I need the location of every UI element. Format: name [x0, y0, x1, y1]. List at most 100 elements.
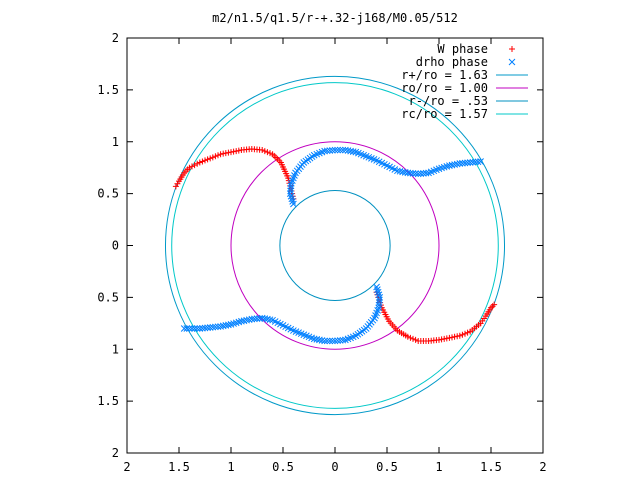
x-tick-label: 0.5 — [376, 460, 398, 474]
y-tick-label: 1.5 — [97, 394, 119, 408]
data-point — [264, 315, 271, 323]
data-point — [396, 167, 404, 175]
data-point — [344, 147, 352, 154]
data-point — [331, 337, 339, 345]
x-tick-label: 0.5 — [272, 460, 294, 474]
data-point — [399, 168, 406, 176]
data-point — [191, 162, 198, 169]
data-point — [349, 148, 357, 155]
data-point — [222, 322, 230, 329]
data-point — [336, 146, 344, 154]
data-point — [342, 146, 349, 154]
data-point — [204, 156, 211, 163]
data-point — [318, 337, 326, 344]
data-point — [449, 334, 455, 341]
legend-entry: drho phase — [416, 55, 516, 69]
series-drho-phase — [180, 146, 484, 345]
data-point — [474, 158, 482, 166]
data-point — [261, 148, 268, 155]
data-point — [217, 151, 224, 158]
data-point — [347, 147, 354, 155]
legend-label: drho phase — [416, 55, 488, 69]
data-point — [404, 333, 411, 340]
data-point — [259, 147, 266, 154]
legend-label: r-/ro = .53 — [409, 94, 488, 108]
data-point — [316, 336, 323, 344]
data-point — [209, 154, 216, 161]
data-point — [183, 325, 191, 332]
data-point — [248, 315, 256, 323]
data-point — [407, 334, 414, 341]
data-point — [267, 150, 273, 157]
reference-circles — [164, 75, 506, 416]
data-point — [491, 301, 498, 308]
data-point — [266, 316, 274, 324]
data-point — [196, 159, 203, 166]
data-point — [188, 325, 196, 332]
legend-entry: ro/ro = 1.00 — [401, 81, 528, 95]
data-point — [202, 157, 208, 164]
data-point — [240, 317, 248, 325]
data-point — [321, 337, 328, 345]
data-point — [287, 182, 295, 190]
data-point — [235, 147, 242, 154]
x-tick-label: 1 — [435, 460, 442, 474]
data-point — [412, 336, 419, 343]
y-tick-label: 2 — [112, 446, 119, 460]
data-point — [436, 336, 442, 343]
data-point — [438, 336, 445, 343]
x-tick-label: 1 — [227, 460, 234, 474]
data-point — [245, 316, 253, 324]
data-point — [313, 336, 321, 343]
data-point — [199, 324, 206, 332]
data-point — [329, 337, 336, 345]
x-tick-label: 2 — [539, 460, 546, 474]
data-point — [189, 163, 195, 170]
data-point — [422, 169, 430, 177]
circle-rcro — [171, 82, 499, 409]
data-point — [375, 301, 383, 309]
data-series — [172, 146, 498, 345]
circle-r+ro — [164, 75, 506, 416]
legend-entry: rc/ro = 1.57 — [401, 107, 528, 121]
y-tick-label: 1.5 — [97, 83, 119, 97]
legend-entry: r+/ro = 1.63 — [401, 68, 528, 82]
data-point — [462, 330, 468, 337]
data-point — [269, 316, 276, 324]
circle-roro — [230, 141, 440, 350]
y-tick-label: 0.5 — [97, 290, 119, 304]
data-point — [451, 161, 458, 168]
data-point — [196, 325, 204, 332]
data-point — [394, 167, 401, 175]
data-point — [194, 160, 201, 167]
data-point — [477, 158, 484, 165]
data-point — [207, 155, 214, 162]
legend-label: ro/ro = 1.00 — [401, 81, 488, 95]
data-point — [193, 325, 201, 332]
legend-label: rc/ro = 1.57 — [401, 107, 488, 121]
legend-marker-sample — [508, 58, 516, 66]
data-point — [412, 170, 419, 178]
data-point — [261, 315, 269, 322]
data-point — [459, 331, 466, 338]
data-point — [334, 337, 341, 345]
legend-label: W phase — [437, 42, 488, 56]
data-point — [456, 332, 463, 339]
data-point — [186, 164, 193, 171]
data-point — [222, 150, 229, 157]
data-point — [199, 158, 206, 165]
data-point — [446, 162, 453, 169]
data-point — [233, 148, 240, 155]
data-point — [191, 325, 198, 332]
data-point — [186, 325, 193, 332]
y-tick-label: 1 — [112, 135, 119, 149]
data-point — [334, 146, 341, 154]
x-tick-label: 0 — [331, 460, 338, 474]
y-tick-label: 0 — [112, 239, 119, 253]
legend-entry: W phase — [437, 42, 515, 56]
x-tick-label: 2 — [123, 460, 130, 474]
data-point — [228, 149, 234, 156]
